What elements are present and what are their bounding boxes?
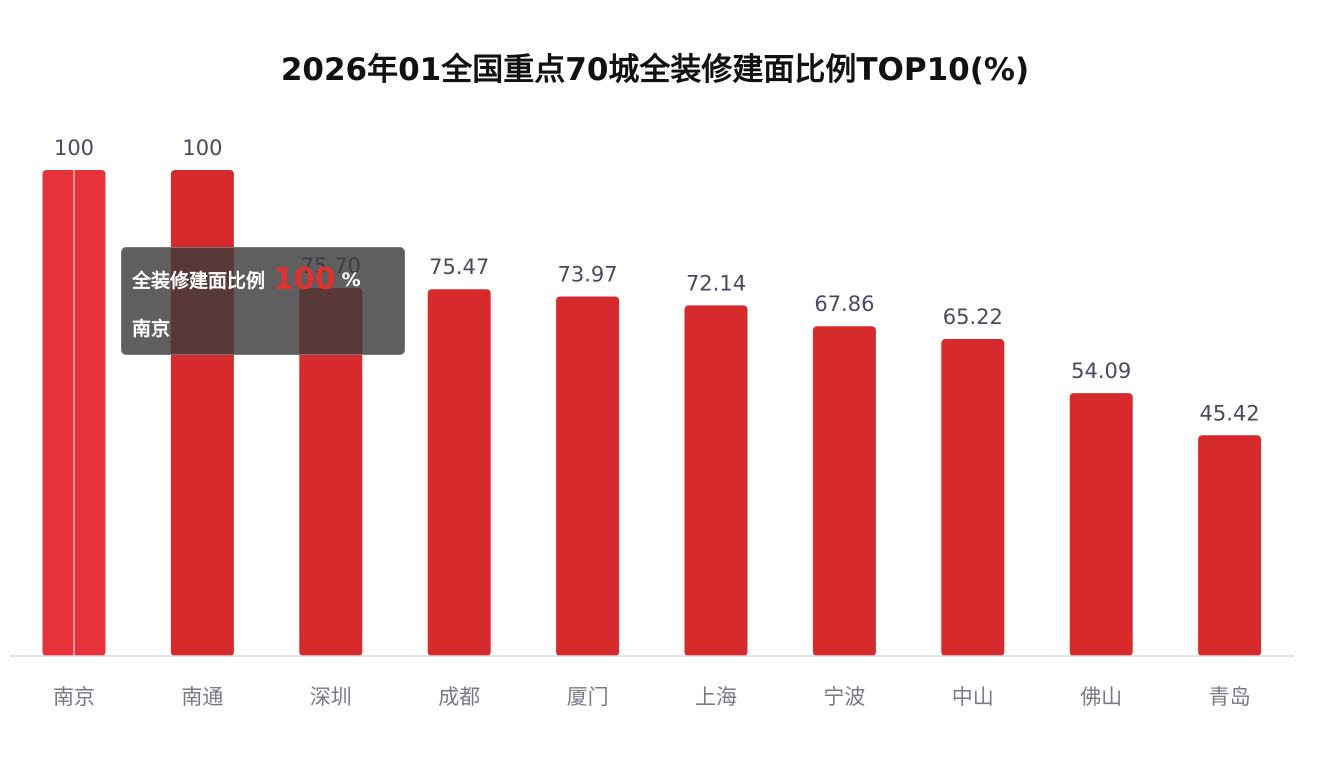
tooltip-value: 100 bbox=[273, 262, 336, 297]
bar-2[interactable] bbox=[299, 288, 363, 656]
bar-7[interactable] bbox=[941, 339, 1005, 656]
value-label-3: 75.47 bbox=[429, 255, 489, 279]
x-tick-label-2: 深圳 bbox=[310, 685, 352, 709]
value-label-0: 100 bbox=[54, 136, 94, 160]
x-tick-label-8: 佛山 bbox=[1080, 685, 1122, 709]
bar-8[interactable] bbox=[1069, 393, 1133, 656]
ticks-layer: 南京 南通 深圳 成都 厦门 上海 宁波 中山 佛山 青岛 bbox=[53, 685, 1251, 709]
bar-5[interactable] bbox=[684, 305, 748, 656]
bar-3[interactable] bbox=[427, 289, 491, 656]
x-tick-label-0: 南京 bbox=[53, 685, 95, 709]
tooltip-unit: % bbox=[341, 268, 361, 291]
bar-1[interactable] bbox=[170, 170, 234, 656]
chart-tooltip: 全装修建面比例 100% 南京 bbox=[121, 247, 405, 355]
bar-9[interactable] bbox=[1198, 435, 1262, 656]
x-tick-label-5: 上海 bbox=[695, 685, 737, 709]
x-tick-label-9: 青岛 bbox=[1209, 685, 1251, 709]
value-label-8: 54.09 bbox=[1071, 359, 1131, 383]
value-label-1: 100 bbox=[182, 136, 222, 160]
tooltip-series-name: 全装修建面比例 bbox=[132, 270, 266, 292]
x-tick-label-6: 宁波 bbox=[823, 685, 865, 709]
tooltip-category: 南京 bbox=[132, 318, 171, 340]
x-tick-label-1: 南通 bbox=[181, 685, 223, 709]
value-label-9: 45.42 bbox=[1200, 401, 1260, 425]
value-label-7: 65.22 bbox=[943, 305, 1003, 329]
x-tick-label-3: 成都 bbox=[438, 685, 480, 709]
x-tick-label-4: 厦门 bbox=[567, 685, 609, 709]
bar-6[interactable] bbox=[812, 326, 876, 656]
value-label-4: 73.97 bbox=[558, 263, 618, 287]
x-tick-label-7: 中山 bbox=[952, 685, 994, 709]
bar-4[interactable] bbox=[556, 296, 620, 656]
value-label-6: 67.86 bbox=[814, 292, 874, 316]
chart-title: 2026年01全国重点70城全装修建面比例TOP10(%) bbox=[281, 52, 1029, 88]
bars-layer bbox=[42, 170, 1262, 656]
value-label-5: 72.14 bbox=[686, 271, 746, 295]
